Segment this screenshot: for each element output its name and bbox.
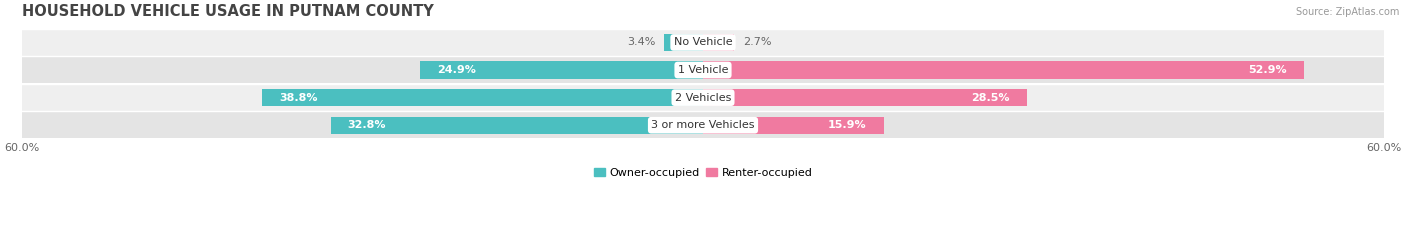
Text: HOUSEHOLD VEHICLE USAGE IN PUTNAM COUNTY: HOUSEHOLD VEHICLE USAGE IN PUTNAM COUNTY xyxy=(21,4,433,19)
Bar xyxy=(21,57,1385,83)
Bar xyxy=(330,117,703,134)
Text: 15.9%: 15.9% xyxy=(828,120,866,130)
Text: 3 or more Vehicles: 3 or more Vehicles xyxy=(651,120,755,130)
Text: 28.5%: 28.5% xyxy=(972,93,1010,103)
Bar xyxy=(703,62,1303,79)
Bar xyxy=(21,29,1385,55)
Bar xyxy=(665,34,703,51)
Text: 2.7%: 2.7% xyxy=(742,38,772,48)
Text: No Vehicle: No Vehicle xyxy=(673,38,733,48)
Text: 1 Vehicle: 1 Vehicle xyxy=(678,65,728,75)
Text: 3.4%: 3.4% xyxy=(627,38,655,48)
Text: Source: ZipAtlas.com: Source: ZipAtlas.com xyxy=(1295,7,1399,17)
Text: 52.9%: 52.9% xyxy=(1249,65,1286,75)
Bar xyxy=(21,112,1385,138)
Text: 24.9%: 24.9% xyxy=(437,65,477,75)
Bar xyxy=(703,34,734,51)
Text: 38.8%: 38.8% xyxy=(280,93,318,103)
Bar xyxy=(703,89,1026,106)
Bar xyxy=(263,89,703,106)
Bar xyxy=(420,62,703,79)
Bar xyxy=(21,85,1385,111)
Text: 32.8%: 32.8% xyxy=(347,120,387,130)
Legend: Owner-occupied, Renter-occupied: Owner-occupied, Renter-occupied xyxy=(589,163,817,182)
Text: 2 Vehicles: 2 Vehicles xyxy=(675,93,731,103)
Bar xyxy=(703,117,883,134)
